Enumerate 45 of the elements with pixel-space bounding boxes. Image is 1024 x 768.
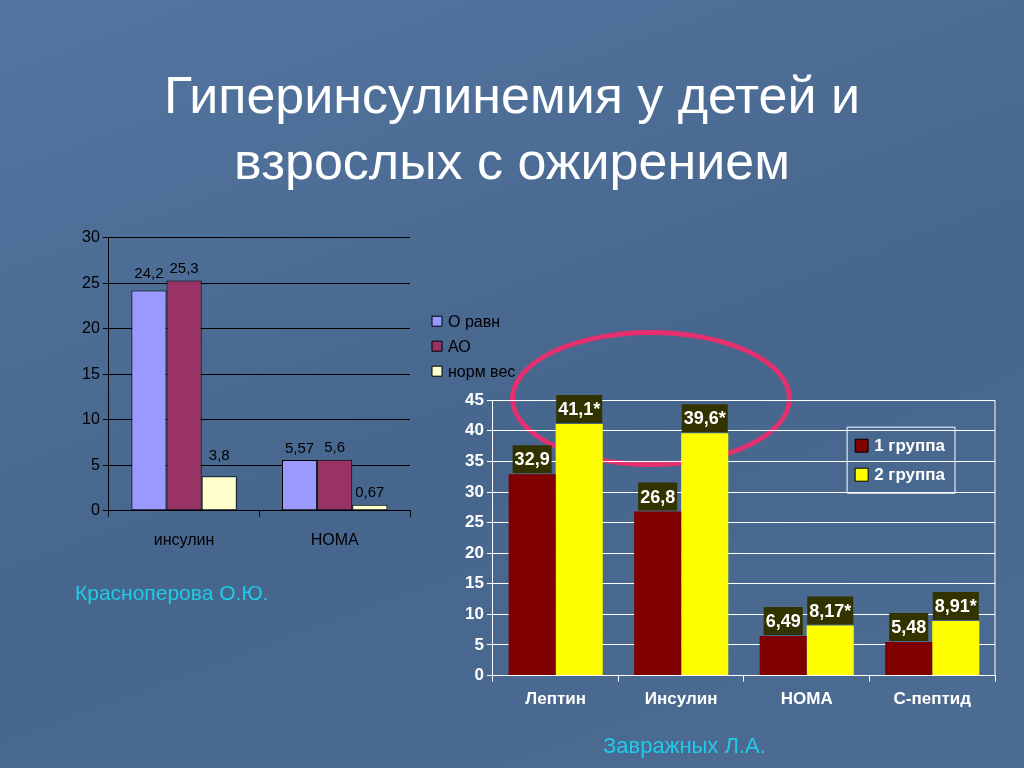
legend-label: 2 группа [874,465,946,485]
y-tick-label: 40 [464,420,484,440]
x-tick-label: Инсулин [644,689,718,709]
x-tick-label: С-пептид [893,689,972,709]
data-label: 5,57 [284,438,315,456]
x-tick-label: HOMA [780,689,833,709]
y-tick-label: 0 [90,501,100,519]
y-tick-label: 20 [82,319,100,337]
data-label: 3,8 [208,445,230,463]
data-label: 39,6* [683,408,726,429]
data-label: 8,17* [809,600,852,621]
x-tick-label: HOMA [310,530,360,548]
legend-label: 1 группа [874,436,946,456]
y-tick-label: 25 [82,273,100,291]
data-label: 24,2 [134,263,164,281]
y-tick-label: 10 [464,604,484,624]
data-label: 26,8 [640,486,676,507]
legend-label: норм вес [448,362,516,380]
data-label: 8,91* [934,596,977,617]
data-label: 5,6 [324,438,346,456]
data-label: 32,9 [514,449,550,470]
y-tick-label: 20 [464,542,484,562]
y-tick-label: 30 [82,228,100,246]
text: Красноперова О.Ю. [75,581,269,605]
chart-title: Гиперинсулинемия у детей и взрослых с ожирением [163,65,861,192]
y-tick-label: 25 [464,512,484,532]
y-tick-label: 5 [90,455,100,473]
y-tick-label: 30 [464,481,484,501]
y-tick-label: 5 [474,634,484,654]
legend-label: О равн [448,312,501,330]
y-tick-label: 0 [474,665,484,685]
y-tick-label: 15 [464,573,484,593]
data-label: 25,3 [169,259,199,277]
data-label: 6,49 [765,610,801,631]
data-label: 0,67 [355,483,385,501]
y-tick-label: 35 [464,451,484,471]
y-tick-label: 15 [82,364,100,382]
legend-label: АО [448,337,471,355]
x-tick-label: Лептин [525,689,587,709]
y-tick-label: 45 [464,389,484,409]
x-tick-label: инсулин [153,530,215,548]
text: Завражных Л.А. [603,733,766,759]
data-label: 41,1* [558,399,601,420]
y-tick-label: 10 [82,410,100,428]
data-label: 5,48 [891,617,927,638]
